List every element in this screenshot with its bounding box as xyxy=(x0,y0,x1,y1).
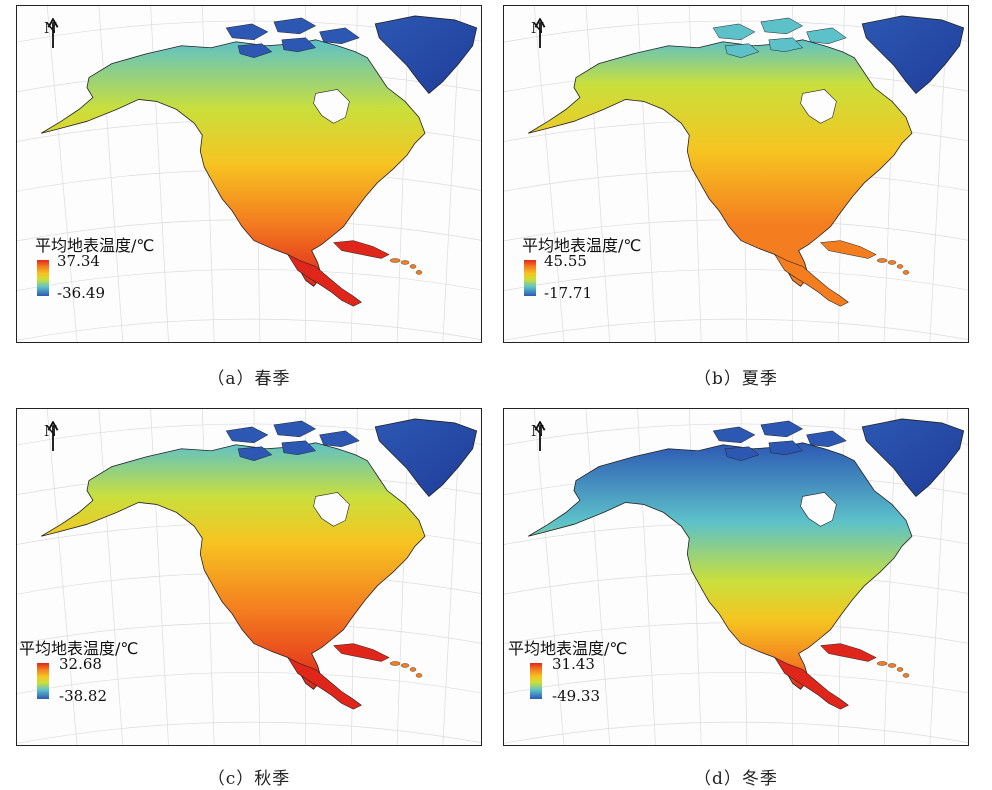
legend-min: -49.33 xyxy=(552,687,601,705)
legend-title: 平均地表温度/℃ xyxy=(522,236,642,255)
map-autumn xyxy=(17,409,481,745)
arctic-island xyxy=(225,426,269,444)
greenland xyxy=(861,418,965,498)
cuba xyxy=(332,240,390,259)
caribbean-island xyxy=(409,264,417,269)
legend-min: -36.49 xyxy=(57,284,106,302)
arctic-island xyxy=(281,440,317,455)
cuba xyxy=(819,240,877,259)
north-arrow: N xyxy=(520,18,560,48)
caption-winter: （d）冬季 xyxy=(694,769,778,789)
north-arrow-icon xyxy=(47,421,59,451)
north-arrow: N xyxy=(33,421,73,451)
map-winter xyxy=(504,409,968,745)
legend-max: 31.43 xyxy=(552,655,595,673)
central-america xyxy=(286,253,362,307)
map-panel-summer: N 平均地表温度/℃ 45.55 -17.71 xyxy=(503,5,969,343)
legend-color-bar xyxy=(37,260,49,296)
legend-min: -17.71 xyxy=(544,284,593,302)
north-label: N xyxy=(531,422,545,440)
hudson-bay xyxy=(800,492,837,527)
hudson-bay xyxy=(313,89,350,124)
caribbean-island xyxy=(896,667,904,672)
legend: 平均地表温度/℃ 37.34 -36.49 xyxy=(35,232,175,312)
arctic-island xyxy=(319,430,360,448)
caribbean-island xyxy=(887,260,897,265)
greenland xyxy=(374,418,478,498)
map-panel-spring: N 平均地表温度/℃ 37.34 -36.49 xyxy=(16,5,482,343)
caribbean-island xyxy=(902,673,910,678)
legend-max: 45.55 xyxy=(544,252,587,270)
arctic-island xyxy=(760,420,804,438)
arctic-island xyxy=(760,17,804,35)
central-america xyxy=(773,253,849,307)
north-label: N xyxy=(44,422,58,440)
caribbean-island xyxy=(415,673,423,678)
legend-title: 平均地表温度/℃ xyxy=(508,639,628,658)
legend-color-bar xyxy=(37,663,49,699)
caribbean-island xyxy=(400,260,410,265)
legend: 平均地表温度/℃ 31.43 -49.33 xyxy=(508,635,648,715)
caribbean-island xyxy=(902,270,910,275)
legend-color-bar xyxy=(530,663,542,699)
north-arrow: N xyxy=(33,18,73,48)
hudson-bay xyxy=(800,89,837,124)
arctic-island xyxy=(237,446,273,461)
north-arrow: N xyxy=(520,421,560,451)
hudson-bay xyxy=(313,492,350,527)
arctic-island xyxy=(319,27,360,45)
greenland xyxy=(861,15,965,95)
arctic-island xyxy=(237,43,273,58)
cuba xyxy=(332,643,390,662)
legend-title: 平均地表温度/℃ xyxy=(35,236,155,255)
arctic-island xyxy=(768,37,804,52)
map-panel-autumn: N 平均地表温度/℃ 32.68 -38.82 xyxy=(16,408,482,746)
north-arrow-icon xyxy=(47,18,59,48)
cuba xyxy=(819,643,877,662)
arctic-island xyxy=(768,440,804,455)
caribbean-island xyxy=(409,667,417,672)
legend-max: 32.68 xyxy=(59,655,102,673)
caption-spring: （a）春季 xyxy=(207,369,291,389)
map-spring xyxy=(17,6,481,342)
arctic-island xyxy=(806,27,847,45)
caption-autumn: （c）秋季 xyxy=(207,769,291,789)
arctic-island xyxy=(273,17,317,35)
greenland xyxy=(374,15,478,95)
arctic-island xyxy=(225,23,269,41)
legend-title: 平均地表温度/℃ xyxy=(19,639,139,658)
caribbean-island xyxy=(389,661,401,666)
arctic-island xyxy=(724,446,760,461)
caribbean-island xyxy=(876,661,888,666)
legend: 平均地表温度/℃ 45.55 -17.71 xyxy=(522,232,662,312)
arctic-island xyxy=(724,43,760,58)
legend-min: -38.82 xyxy=(59,687,108,705)
caribbean-island xyxy=(896,264,904,269)
arctic-island xyxy=(712,23,756,41)
arctic-island xyxy=(281,37,317,52)
legend: 平均地表温度/℃ 32.68 -38.82 xyxy=(19,635,159,715)
caribbean-island xyxy=(887,663,897,668)
north-label: N xyxy=(531,19,545,37)
arctic-island xyxy=(273,420,317,438)
map-summer xyxy=(504,6,968,342)
legend-max: 37.34 xyxy=(57,252,100,270)
arctic-island xyxy=(712,426,756,444)
legend-color-bar xyxy=(524,260,536,296)
caption-summer: （b）夏季 xyxy=(694,369,778,389)
caribbean-island xyxy=(415,270,423,275)
north-arrow-icon xyxy=(534,421,546,451)
map-panel-winter: N 平均地表温度/℃ 31.43 -49.33 xyxy=(503,408,969,746)
caribbean-island xyxy=(876,258,888,263)
caribbean-island xyxy=(389,258,401,263)
arctic-island xyxy=(806,430,847,448)
north-arrow-icon xyxy=(534,18,546,48)
central-america xyxy=(773,656,849,710)
central-america xyxy=(286,656,362,710)
north-label: N xyxy=(44,19,58,37)
caribbean-island xyxy=(400,663,410,668)
